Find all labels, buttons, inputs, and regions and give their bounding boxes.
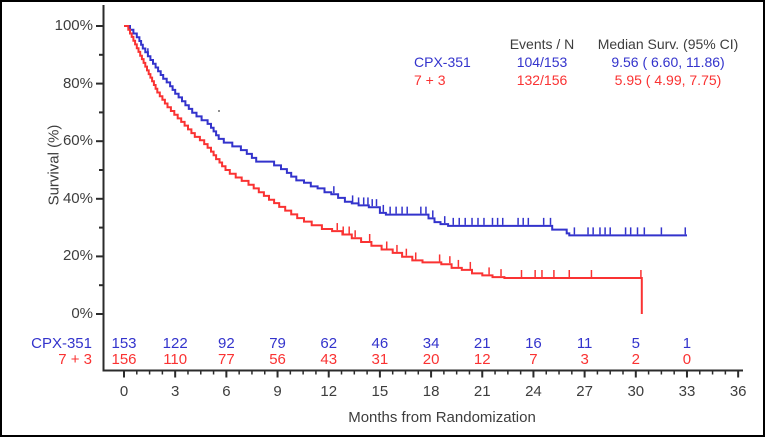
risk-count-cpx351: 92 [218,335,235,352]
risk-count-cpx351: 21 [473,335,491,352]
risk-count-7plus3: 20 [422,351,440,368]
risk-count-7plus3: 2 [631,351,640,368]
stray-dot-artifact [218,110,220,112]
risk-count-7plus3: 156 [111,351,137,368]
legend-series-name-cpx351: CPX-351 [414,54,471,70]
x-tick-label: 15 [371,383,389,400]
risk-count-cpx351: 62 [320,335,338,352]
y-tick-label: 20% [62,247,93,265]
legend-events-cpx351: 104/153 [516,54,568,70]
x-tick-label: 0 [119,383,129,400]
x-tick-label: 6 [222,383,231,400]
risk-count-cpx351: 34 [422,335,440,352]
survival-curve-cpx351 [124,25,687,237]
legend-series-name-7plus3: 7 + 3 [414,72,446,88]
x-tick-label: 36 [729,383,747,400]
x-tick-label: 33 [678,383,696,400]
x-tick-label: 24 [525,383,542,400]
risk-count-7plus3: 12 [473,351,491,368]
risk-count-cpx351: 79 [269,335,286,352]
risk-count-7plus3: 31 [371,351,389,368]
risk-count-cpx351: 11 [576,335,593,352]
risk-count-cpx351: 5 [631,335,640,352]
legend-median-cpx351: 9.56 ( 6.60, 11.86) [611,54,725,70]
y-tick-label: 0% [71,305,93,322]
survival-curve-7plus3 [124,25,643,314]
x-tick-label: 21 [473,383,491,400]
risk-count-7plus3: 110 [163,351,188,368]
risk-count-cpx351: 46 [371,335,389,352]
risk-count-7plus3: 7 [529,351,538,368]
risk-count-7plus3: 0 [682,351,692,368]
legend-header-spacer [412,35,500,53]
risk-count-7plus3: 77 [218,351,235,368]
x-tick-label: 12 [320,383,338,400]
risk-count-cpx351: 153 [111,335,137,352]
legend: Events / N Median Surv. (95% CI) CPX-351… [412,35,752,89]
x-tick-label: 9 [273,383,282,400]
y-tick-label: 40% [62,189,93,207]
risk-count-cpx351: 122 [162,335,188,352]
y-tick-label: 80% [62,74,93,92]
y-tick-label: 100% [54,17,93,34]
risk-count-cpx351: 1 [682,335,692,352]
risk-count-cpx351: 16 [525,335,542,352]
risk-count-7plus3: 3 [580,351,589,368]
x-axis-title: Months from Randomization [348,409,536,426]
risk-table-row-label-cpx351: CPX-351 [31,335,92,352]
legend-header-events: Events / N [509,36,575,52]
risk-count-7plus3: 43 [320,351,338,368]
x-tick-label: 3 [171,383,180,400]
x-tick-label: 30 [627,383,645,400]
y-tick-label: 60% [62,132,93,150]
legend-events-7plus3: 132/156 [516,72,568,88]
risk-count-7plus3: 56 [269,351,286,368]
legend-median-7plus3: 5.95 ( 4.99, 7.75) [614,72,722,88]
risk-table-row-label-7plus3: 7 + 3 [58,351,92,368]
x-tick-label: 18 [422,383,440,400]
x-tick-label: 27 [576,383,593,400]
legend-header-median: Median Surv. (95% CI) [597,36,739,52]
